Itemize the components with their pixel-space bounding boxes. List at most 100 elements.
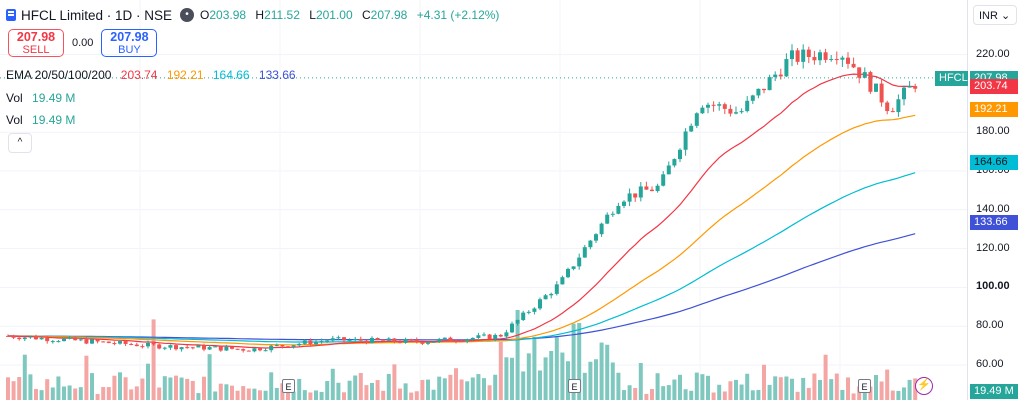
candle-body (129, 343, 134, 345)
candle-body (834, 59, 839, 61)
candle-body (364, 340, 369, 344)
candle-body (627, 193, 632, 202)
ema200-tag: 133.66 (970, 215, 1018, 231)
candle-body (476, 335, 481, 338)
volume-bar (795, 391, 800, 400)
candle-body (431, 341, 436, 343)
candle-body (638, 186, 643, 198)
candle-body (112, 343, 117, 345)
candle-body (414, 339, 419, 343)
candle-body (459, 341, 464, 343)
change-value: +4.31 (+2.12%) (416, 8, 500, 22)
candle-body (101, 341, 106, 343)
candle-body (235, 348, 240, 350)
volume-bar (459, 379, 464, 400)
ema-legend[interactable]: EMA 20/50/100/200 203.74 192.21 164.66 1… (6, 68, 296, 82)
volume-bar (560, 352, 565, 400)
volume-bar (868, 386, 873, 400)
volume-bar (683, 389, 688, 400)
volume-bar (734, 379, 738, 400)
volume-bar (526, 353, 531, 400)
candle-body (274, 345, 279, 347)
candle-body (263, 350, 268, 352)
market-status-icon[interactable]: • (180, 8, 195, 22)
volume-bar (45, 379, 50, 400)
volume-bar (358, 373, 363, 400)
currency-selector[interactable]: INR ⌄ (973, 5, 1017, 25)
buy-button[interactable]: 207.98 BUY (101, 29, 158, 57)
candle-body (336, 337, 341, 339)
volume-bar (689, 390, 694, 400)
candle-body (767, 77, 772, 91)
volume-bar (594, 359, 598, 400)
candle-body (694, 113, 699, 126)
spread-value: 0.00 (72, 37, 94, 49)
earnings-marker[interactable]: E (282, 379, 295, 393)
candle-body (437, 338, 442, 342)
chevron-down-icon: ⌄ (1001, 10, 1011, 22)
candle-body (801, 49, 806, 62)
candle-body (95, 339, 100, 342)
candle-body (806, 49, 811, 58)
volume-bar (773, 376, 778, 400)
price-chart[interactable] (0, 0, 967, 400)
volume-bar (476, 374, 481, 400)
earnings-marker[interactable]: E (568, 379, 581, 393)
candle-body (252, 348, 257, 352)
candle-body (84, 339, 89, 344)
candle-body (308, 340, 313, 345)
volume-bar (750, 390, 755, 400)
volume-bar (700, 374, 705, 400)
volume-bar (890, 390, 895, 400)
earnings-marker[interactable]: E (858, 379, 871, 393)
volume-bar (134, 386, 139, 400)
candle-body (739, 111, 744, 113)
candle-body (190, 347, 195, 349)
candle-body (246, 350, 251, 352)
candle-body (711, 104, 716, 106)
volume-bar (638, 362, 643, 400)
volume-legend-2[interactable]: Vol 19.49 M (6, 113, 76, 127)
candle-body (672, 159, 677, 166)
volume-bar (246, 388, 251, 400)
ema100-legend-value: 164.66 (212, 68, 250, 82)
volume-bar (840, 389, 845, 400)
volume-bar (196, 393, 201, 400)
candle-body (442, 337, 447, 339)
volume-bar (414, 391, 419, 400)
volume-bar (739, 384, 744, 400)
volume-bar (806, 387, 811, 400)
candle-body (750, 95, 755, 101)
candle-body (470, 337, 475, 340)
candle-body (454, 341, 458, 343)
volume-bar (398, 388, 402, 400)
price-tick-label: 120.00 (976, 241, 1010, 254)
candle-body (879, 83, 884, 103)
volume-bar (258, 390, 262, 400)
candle-body (291, 345, 296, 348)
candle-body (325, 340, 330, 342)
volume-bar (554, 337, 559, 400)
volume-bar (510, 357, 514, 400)
volume-bar (34, 388, 38, 400)
candle-body (515, 319, 520, 324)
candle-body (482, 334, 486, 336)
candle-body (498, 334, 503, 337)
candle-body (717, 104, 722, 106)
candle-body (202, 345, 206, 350)
volume-legend-1[interactable]: Vol 19.49 M (6, 91, 76, 105)
candle-body (823, 52, 828, 60)
candle-body (745, 100, 750, 112)
candle-body (622, 201, 626, 206)
volume-bar (224, 384, 229, 400)
lightning-icon[interactable]: ⚡ (915, 377, 933, 395)
volume-bar (672, 379, 677, 400)
volume-bar (342, 392, 346, 400)
volume-bar (482, 378, 486, 400)
volume-bar (168, 377, 173, 400)
chevron-up-icon[interactable]: ^ (8, 133, 32, 153)
volume-tag: 19.49 M (970, 384, 1018, 399)
sell-button[interactable]: 207.98 SELL (8, 29, 64, 57)
symbol-title[interactable]: HFCL Limited · 1D · NSE (21, 7, 173, 23)
volume-bar (549, 351, 554, 400)
